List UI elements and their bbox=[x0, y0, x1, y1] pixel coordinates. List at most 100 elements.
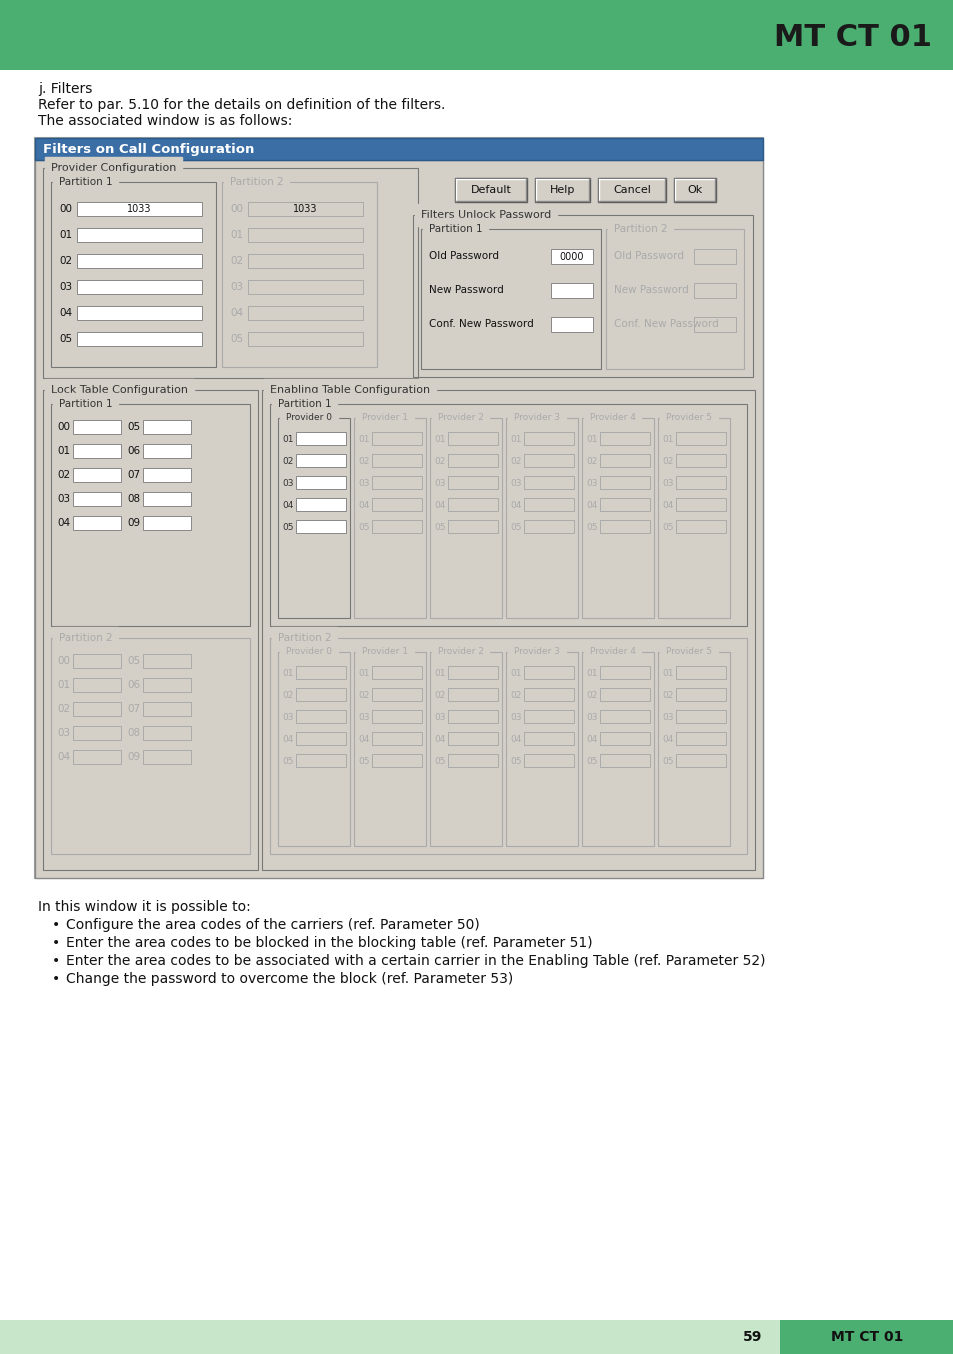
Text: 02: 02 bbox=[230, 256, 243, 265]
Text: 04: 04 bbox=[585, 734, 597, 743]
Bar bbox=[448, 666, 497, 678]
Text: Ok: Ok bbox=[687, 185, 702, 195]
Text: 03: 03 bbox=[57, 728, 71, 738]
Text: Old Password: Old Password bbox=[614, 250, 683, 261]
Text: 03: 03 bbox=[510, 478, 521, 487]
Text: 04: 04 bbox=[510, 734, 521, 743]
Bar bbox=[143, 750, 191, 764]
Bar bbox=[599, 688, 649, 701]
Bar bbox=[581, 653, 654, 846]
Bar bbox=[222, 181, 376, 367]
Text: Provider Configuration: Provider Configuration bbox=[51, 162, 176, 173]
Text: Partition 1: Partition 1 bbox=[429, 223, 482, 234]
Bar bbox=[73, 492, 121, 506]
Text: Configure the area codes of the carriers (ref. Parameter 50): Configure the area codes of the carriers… bbox=[66, 918, 479, 932]
Bar bbox=[372, 754, 421, 766]
Bar bbox=[676, 709, 725, 723]
Text: 09: 09 bbox=[127, 751, 140, 762]
Bar bbox=[430, 418, 501, 617]
Bar bbox=[372, 498, 421, 510]
Text: 01: 01 bbox=[57, 445, 71, 456]
Bar bbox=[295, 666, 346, 678]
Text: 05: 05 bbox=[59, 334, 72, 344]
Text: Enter the area codes to be associated with a certain carrier in the Enabling Tab: Enter the area codes to be associated wi… bbox=[66, 955, 764, 968]
Bar bbox=[295, 477, 346, 489]
Bar bbox=[551, 283, 593, 298]
Bar bbox=[143, 516, 191, 529]
Text: 04: 04 bbox=[434, 734, 445, 743]
Bar bbox=[77, 332, 202, 347]
Text: 1033: 1033 bbox=[293, 204, 317, 214]
Text: Provider 1: Provider 1 bbox=[361, 647, 408, 657]
Bar bbox=[143, 468, 191, 482]
Bar bbox=[248, 202, 363, 217]
Text: Cancel: Cancel bbox=[613, 185, 650, 195]
Bar bbox=[248, 280, 363, 294]
Bar bbox=[143, 678, 191, 692]
Bar bbox=[448, 477, 497, 489]
Text: 05: 05 bbox=[127, 655, 140, 666]
Bar bbox=[599, 432, 649, 445]
Bar bbox=[551, 317, 593, 332]
Text: 0000: 0000 bbox=[559, 252, 583, 261]
Bar bbox=[448, 454, 497, 467]
Text: j. Filters: j. Filters bbox=[38, 83, 92, 96]
Text: 00: 00 bbox=[57, 655, 70, 666]
Text: 01: 01 bbox=[585, 669, 597, 677]
Text: 02: 02 bbox=[57, 704, 71, 714]
Bar bbox=[676, 666, 725, 678]
Text: 04: 04 bbox=[510, 501, 521, 509]
Bar bbox=[505, 653, 578, 846]
Text: •: • bbox=[52, 936, 60, 951]
Bar bbox=[505, 418, 578, 617]
Bar bbox=[43, 168, 417, 378]
Text: 05: 05 bbox=[661, 523, 673, 532]
Bar bbox=[73, 750, 121, 764]
Text: 03: 03 bbox=[357, 712, 369, 722]
Bar bbox=[73, 701, 121, 716]
Bar bbox=[448, 754, 497, 766]
Bar bbox=[73, 420, 121, 435]
Text: Lock Table Configuration: Lock Table Configuration bbox=[51, 385, 188, 395]
Bar bbox=[295, 709, 346, 723]
Bar bbox=[448, 733, 497, 745]
Bar bbox=[676, 454, 725, 467]
Bar bbox=[523, 688, 574, 701]
Bar bbox=[372, 520, 421, 533]
Text: Provider 0: Provider 0 bbox=[286, 647, 332, 657]
Bar bbox=[73, 444, 121, 458]
Bar bbox=[676, 754, 725, 766]
Bar bbox=[0, 0, 953, 70]
Bar bbox=[372, 688, 421, 701]
Text: 01: 01 bbox=[434, 669, 445, 677]
Bar bbox=[599, 520, 649, 533]
Text: 04: 04 bbox=[282, 501, 294, 509]
Text: Provider 4: Provider 4 bbox=[589, 413, 636, 422]
Text: 04: 04 bbox=[230, 307, 243, 318]
Bar bbox=[598, 177, 665, 202]
Text: 01: 01 bbox=[357, 435, 369, 444]
Bar bbox=[295, 520, 346, 533]
Bar bbox=[523, 666, 574, 678]
Bar bbox=[295, 754, 346, 766]
Bar bbox=[676, 432, 725, 445]
Bar bbox=[372, 733, 421, 745]
Bar bbox=[372, 454, 421, 467]
Text: 03: 03 bbox=[434, 712, 445, 722]
Text: Partition 1: Partition 1 bbox=[59, 177, 112, 187]
Text: 02: 02 bbox=[357, 456, 369, 466]
Bar bbox=[143, 701, 191, 716]
Text: 05: 05 bbox=[230, 334, 243, 344]
Text: 04: 04 bbox=[57, 519, 71, 528]
Bar bbox=[43, 390, 257, 871]
Bar bbox=[693, 249, 735, 264]
Text: 01: 01 bbox=[661, 669, 673, 677]
Bar bbox=[581, 418, 654, 617]
Text: Provider 5: Provider 5 bbox=[665, 647, 711, 657]
Bar bbox=[295, 454, 346, 467]
Text: 05: 05 bbox=[127, 422, 140, 432]
Text: 04: 04 bbox=[357, 501, 369, 509]
Text: 02: 02 bbox=[57, 470, 71, 481]
Bar bbox=[73, 516, 121, 529]
Text: 03: 03 bbox=[57, 494, 71, 504]
